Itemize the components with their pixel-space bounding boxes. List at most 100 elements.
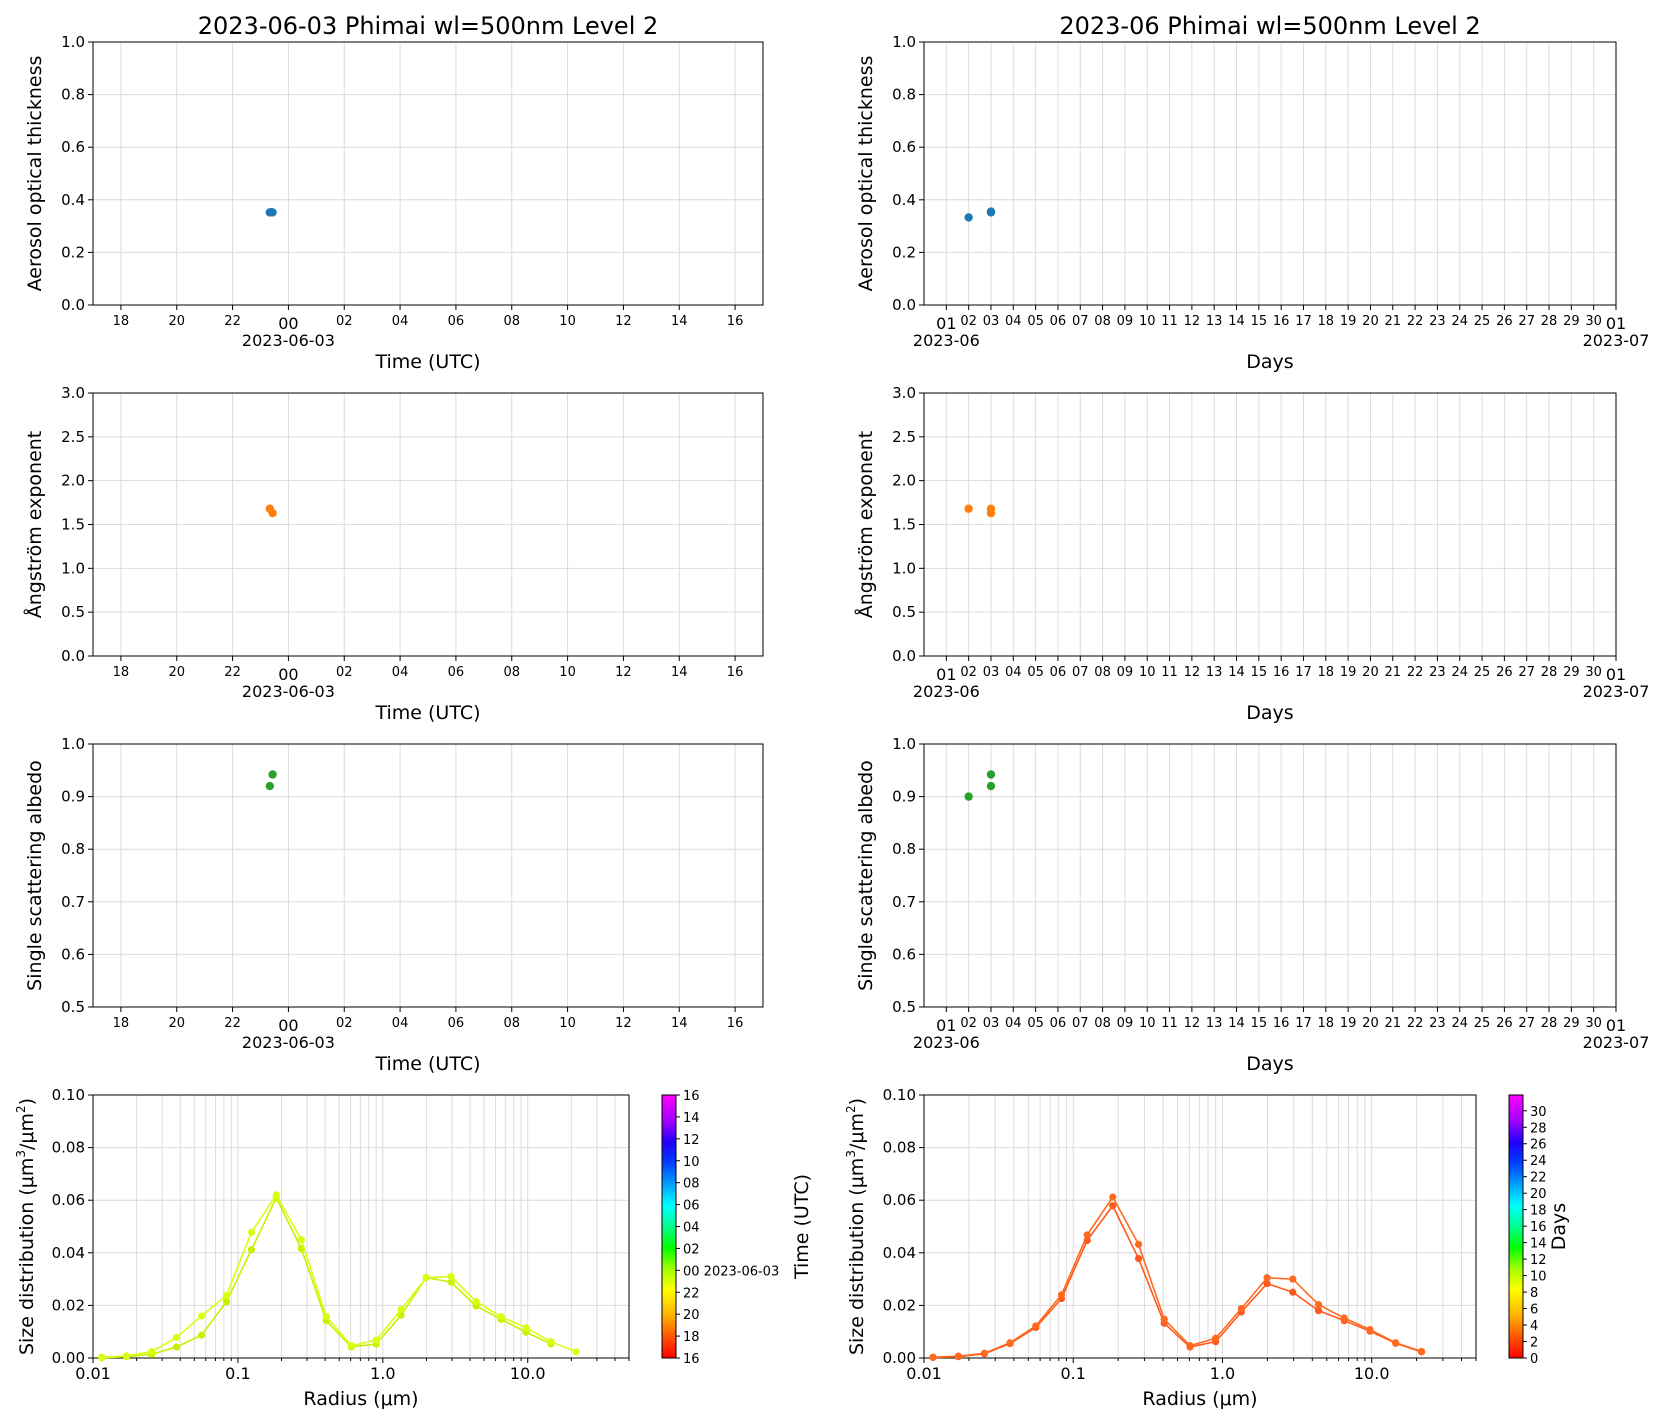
axes-frame (923, 743, 1617, 1008)
y-tick-label: 0.5 (61, 603, 85, 621)
y-tick-label: 2.5 (892, 428, 916, 446)
y-tick-label: 0.6 (892, 945, 916, 963)
x-tick-label: 05 (1027, 665, 1044, 680)
x-tick-label: 20 (168, 314, 185, 329)
x-tick-label: 04 (392, 314, 409, 329)
y-tick-label: 0.9 (61, 788, 85, 806)
y-axis-label-part: ) (846, 1098, 868, 1105)
y-tick-label: 2.0 (61, 472, 85, 490)
y-tick-label: 0.6 (61, 945, 85, 963)
x-date-sublabel: 2023-06 (913, 331, 980, 350)
x-axis-label: Days (1246, 1053, 1293, 1075)
x-tick-label: 02 (960, 314, 977, 329)
x-tick-label: 19 (1340, 1016, 1357, 1031)
x-tick-label: 01 (1606, 665, 1626, 684)
x-tick-label: 10 (559, 314, 576, 329)
x-tick-label: 17 (1295, 665, 1312, 680)
y-axis-label: Size distribution (μm3/μm2) (14, 1098, 38, 1355)
x-tick-label: 0.1 (1061, 1364, 1086, 1383)
x-tick-label: 27 (1518, 1016, 1535, 1031)
axes-frame (92, 392, 764, 657)
x-date-sublabel: 2023-06 (913, 682, 980, 701)
x-tick-label: 00 (278, 314, 298, 333)
x-tick-label: 15 (1251, 314, 1268, 329)
x-tick-label: 30 (1585, 665, 1602, 680)
y-axis-label-sup: 3 (844, 1150, 858, 1158)
x-tick-label: 11 (1161, 314, 1178, 329)
y-tick-label: 1.5 (892, 516, 916, 534)
x-tick-label: 04 (392, 1016, 409, 1031)
y-axis-label-part: /μm (16, 1113, 38, 1150)
colorbar-tick-label: 12 (683, 1133, 700, 1148)
x-tick-label: 28 (1541, 1016, 1558, 1031)
series-marker (172, 1333, 181, 1342)
chart-title: 2023-06-03 Phimai wl=500nm Level 2 (198, 12, 659, 40)
data-point (964, 792, 973, 801)
y-tick-label: 0.0 (61, 296, 85, 314)
colorbar-tick-label: 16 (683, 1352, 700, 1367)
y-tick-label: 1.0 (61, 559, 85, 577)
series-marker (148, 1348, 156, 1356)
x-tick-label: 08 (1094, 665, 1111, 680)
y-tick-label: 0.08 (52, 1139, 85, 1157)
series-marker (422, 1274, 430, 1282)
x-tick-label: 16 (1273, 665, 1290, 680)
axes-frame (92, 743, 764, 1008)
y-tick-label: 0.10 (883, 1086, 916, 1104)
y-tick-label: 0.10 (52, 1086, 85, 1104)
colorbar-tick-label: 16 (683, 1089, 700, 1104)
colorbar-tick-label: 12 (1530, 1253, 1547, 1268)
x-tick-label: 16 (1273, 1016, 1290, 1031)
x-tick-label: 1.0 (1210, 1364, 1235, 1383)
x-tick-label: 21 (1385, 1016, 1402, 1031)
x-tick-label: 12 (1184, 314, 1201, 329)
x-axis-label: Radius (μm) (1142, 1388, 1257, 1410)
series-marker (1340, 1314, 1348, 1322)
y-tick-label: 1.0 (61, 735, 85, 753)
series-marker (497, 1313, 505, 1321)
series-marker (447, 1278, 455, 1286)
x-tick-label: 07 (1072, 1016, 1089, 1031)
data-point (986, 207, 996, 216)
y-tick-label: 0.04 (52, 1244, 85, 1262)
series-marker (1289, 1288, 1297, 1296)
colorbar-tick-label: 08 (683, 1177, 700, 1192)
x-tick-label: 15 (1251, 1016, 1268, 1031)
x-tick-label: 19 (1340, 314, 1357, 329)
x-tick-label: 09 (1117, 1016, 1134, 1031)
y-tick-label: 0.7 (61, 893, 85, 911)
colorbar-tick-label: 14 (1530, 1237, 1547, 1252)
colorbar-tick-label: 28 (1530, 1121, 1547, 1136)
x-tick-label: 13 (1206, 1016, 1223, 1031)
x-tick-label: 23 (1429, 314, 1446, 329)
x-tick-label: 07 (1072, 665, 1089, 680)
colorbar-tick-label: 22 (683, 1286, 700, 1301)
y-tick-label: 2.5 (61, 428, 85, 446)
x-tick-label: 04 (1005, 314, 1022, 329)
colorbar-tick-label: 18 (1530, 1204, 1547, 1219)
colorbar-tick-label: 6 (1530, 1303, 1538, 1318)
series-marker (197, 1312, 206, 1320)
x-tick-label: 13 (1206, 314, 1223, 329)
series-marker (297, 1236, 305, 1244)
series-line (933, 1195, 1422, 1359)
x-tick-label: 22 (224, 1016, 241, 1031)
x-tick-label: 18 (113, 1016, 130, 1031)
data-point (268, 770, 277, 779)
y-tick-label: 0.4 (61, 191, 85, 209)
x-date-sublabel: 2023-07 (1583, 1033, 1650, 1052)
series-marker (472, 1297, 480, 1306)
colorbar-tick-label: 00 2023-06-03 (683, 1264, 779, 1279)
x-tick-label: 03 (983, 1016, 1000, 1031)
x-tick-label: 25 (1474, 1016, 1491, 1031)
x-tick-label: 08 (1094, 314, 1111, 329)
x-tick-label: 18 (1318, 314, 1335, 329)
series-marker (1314, 1307, 1323, 1315)
axes-frame (92, 41, 764, 306)
x-tick-label: 06 (448, 1016, 465, 1031)
axes-frame (923, 41, 1617, 306)
x-tick-label: 01 (936, 1016, 956, 1035)
y-tick-label: 0.4 (892, 191, 916, 209)
x-tick-label: 03 (983, 665, 1000, 680)
